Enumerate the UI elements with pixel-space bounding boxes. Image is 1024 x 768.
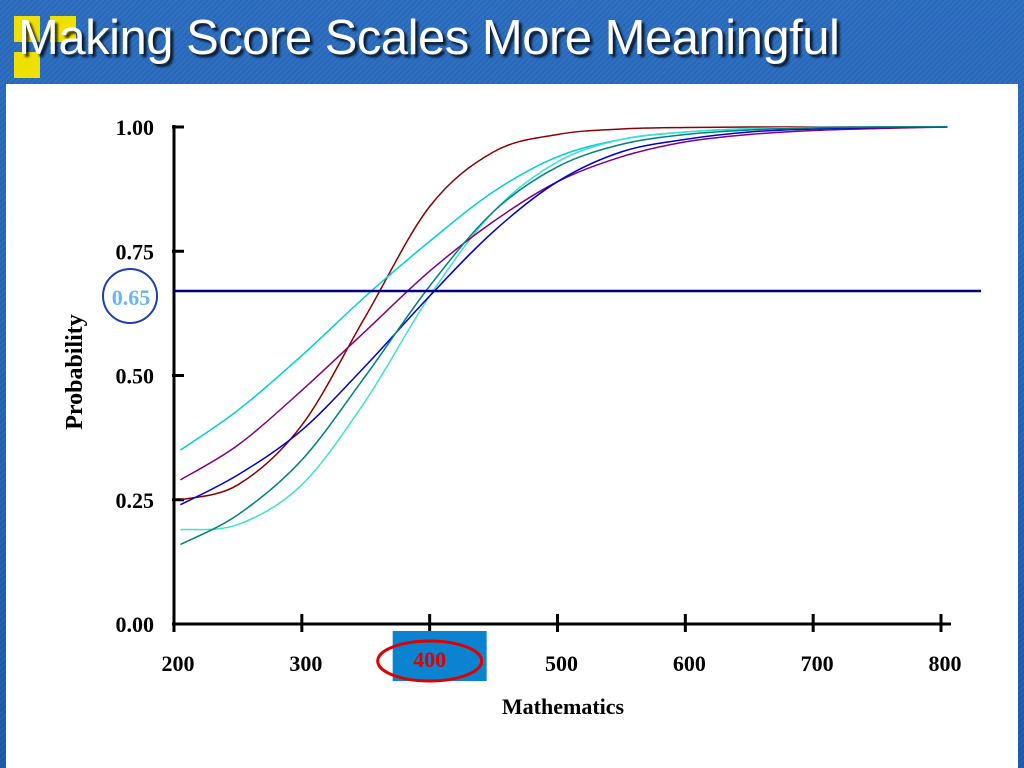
y-tick-label: 0.75 [116, 239, 155, 264]
x-tick-label: 300 [289, 651, 322, 676]
series-line [180, 126, 948, 481]
highlights-front [102, 268, 484, 683]
x-tick-label: 200 [162, 651, 195, 676]
reference-line-label: 0.65 [112, 285, 151, 310]
y-tick-label: 0.50 [116, 364, 155, 389]
x-tick-label: 600 [673, 651, 706, 676]
series-line [180, 126, 948, 506]
series-line [180, 126, 948, 531]
x-tick-highlight-ellipse [376, 639, 484, 683]
x-axis-title: Mathematics [502, 694, 625, 719]
series-line [180, 126, 948, 501]
y-tick-label: 1.00 [116, 115, 155, 140]
y-reference-highlight-circle [102, 268, 158, 325]
x-tick-label: 800 [929, 651, 962, 676]
slide-title: Making Score Scales More Meaningful [18, 11, 840, 65]
series-line [179, 126, 948, 451]
tick-labels: 0.00 0.25 0.50 0.75 1.00 200 300 400 500 600 700 80… [62, 115, 962, 719]
y-tick-label: 0.00 [116, 612, 155, 637]
y-axis-title: Probability [62, 314, 88, 430]
x-tick-label-highlighted: 400 [413, 647, 446, 672]
y-tick-label: 0.25 [116, 488, 155, 513]
x-tick-label: 500 [545, 651, 578, 676]
series-line [180, 126, 948, 546]
series-layer [179, 126, 948, 546]
x-tick-label: 700 [801, 651, 834, 676]
probability-chart: 0.00 0.25 0.50 0.75 1.00 200 300 400 500 600 700 80… [62, 115, 981, 719]
plot-panel: 0.00 0.25 0.50 0.75 1.00 200 300 400 500 600 700 80… [6, 84, 1018, 768]
logo-squares [14, 16, 80, 80]
axes [172, 125, 951, 632]
